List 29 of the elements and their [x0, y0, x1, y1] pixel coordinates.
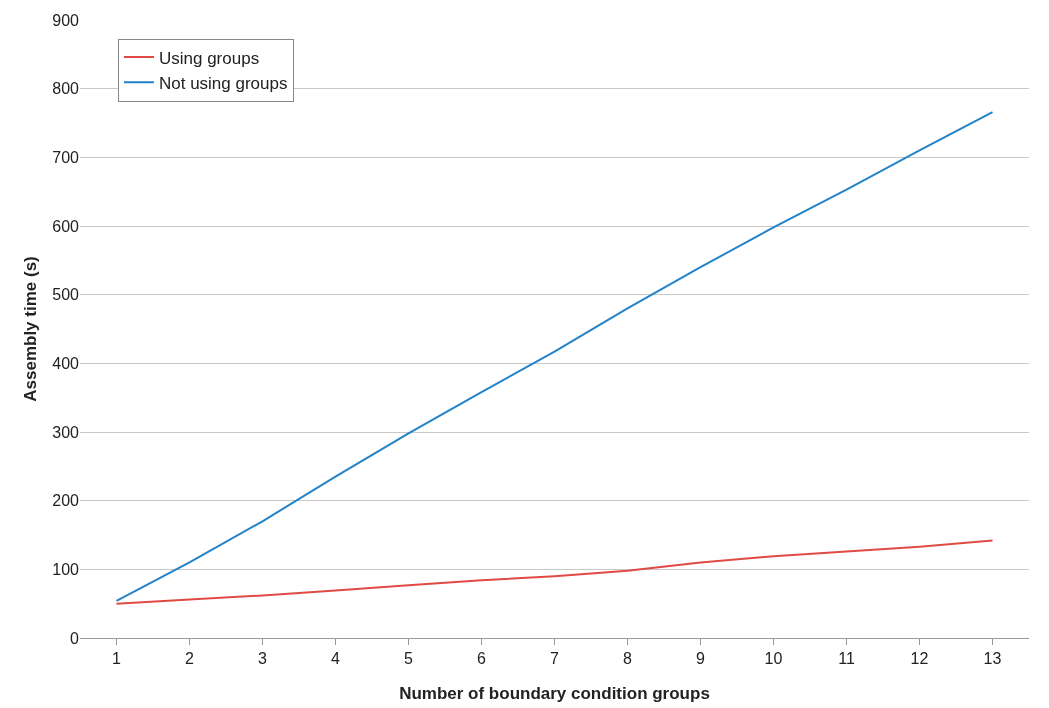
y-tick-label: 300	[52, 423, 80, 441]
y-tick-label: 700	[52, 148, 80, 166]
y-tick-label: 500	[52, 286, 80, 304]
legend-label: Using groups	[158, 48, 260, 68]
y-tick-label: 600	[52, 217, 80, 235]
x-tick-label: 12	[910, 650, 929, 668]
x-axis-title: Number of boundary condition groups	[399, 684, 710, 703]
legend-label: Not using groups	[158, 73, 288, 93]
x-tick-label: 6	[477, 650, 487, 668]
x-tick-label: 11	[838, 650, 855, 668]
x-tick-label: 1	[112, 650, 122, 668]
x-tick-label: 7	[550, 650, 560, 668]
x-tick-label: 5	[404, 650, 414, 668]
y-tick-label: 800	[52, 80, 80, 98]
y-tick-label: 0	[70, 629, 80, 647]
x-tick-label: 4	[331, 650, 341, 668]
x-tick-label: 13	[983, 650, 1002, 668]
x-tick-label: 10	[764, 650, 783, 668]
x-tick-label: 8	[623, 650, 633, 668]
x-tick-label: 3	[258, 650, 268, 668]
y-tick-label: 900	[52, 11, 80, 29]
x-tick-label: 9	[696, 650, 706, 668]
y-axis-title: Assembly time (s)	[21, 256, 40, 402]
y-tick-label: 400	[52, 354, 80, 372]
line-series	[115, 111, 994, 602]
x-tick-label: 2	[185, 650, 195, 668]
line-series	[115, 539, 994, 605]
y-tick-label: 200	[52, 492, 80, 510]
y-tick-label: 100	[52, 560, 80, 578]
